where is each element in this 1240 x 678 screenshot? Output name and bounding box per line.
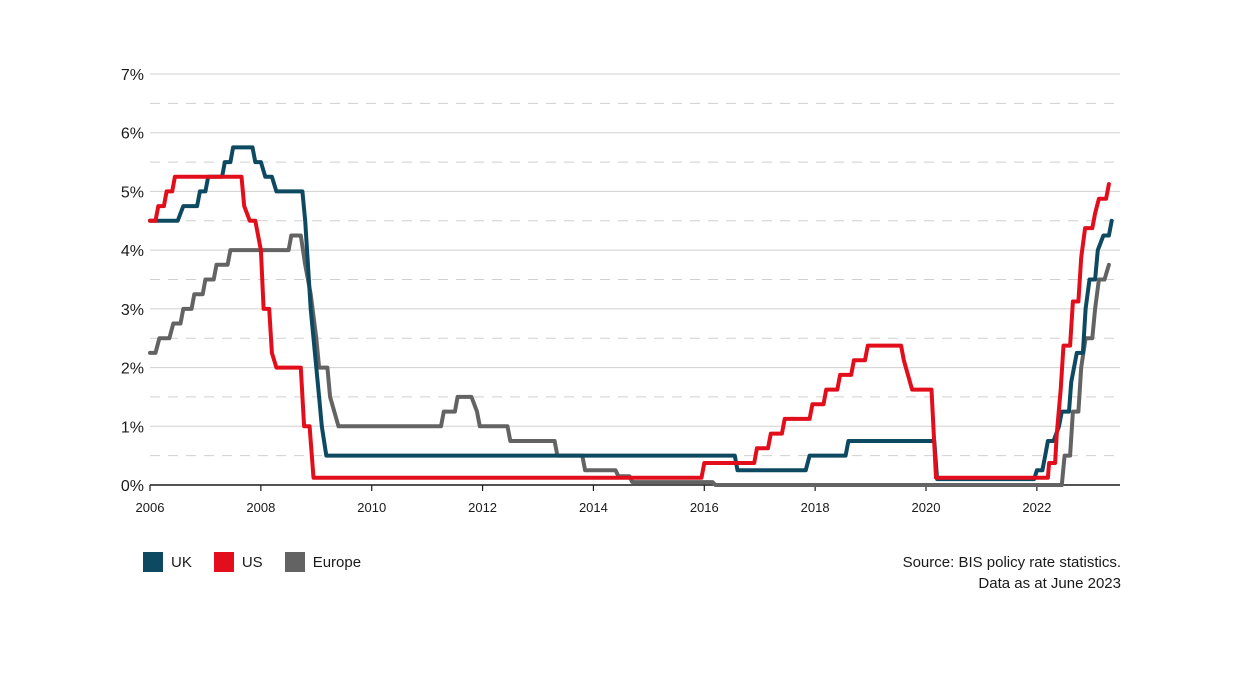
y-tick-label: 0%: [121, 478, 144, 495]
x-tick-label: 2008: [246, 500, 275, 515]
x-tick-label: 2022: [1022, 500, 1051, 515]
legend-label-europe: Europe: [312, 553, 362, 571]
legend: UK US Europe: [143, 552, 383, 572]
x-tick-label: 2006: [136, 500, 165, 515]
series-line-uk: [148, 145, 1114, 482]
y-tick-label: 6%: [121, 126, 144, 143]
x-tick-labels: 2006 2008 2010 2012 2014 2016 2018 2020 2022: [136, 485, 1051, 515]
y-tick-label: 1%: [121, 419, 144, 436]
y-tick-label: 4%: [121, 243, 144, 260]
x-tick-label: 2020: [912, 500, 941, 515]
legend-swatch-europe: [284, 552, 305, 572]
series-line-europe: [148, 233, 1111, 487]
y-tick-label: 3%: [121, 302, 144, 319]
legend-item-us: US: [213, 552, 263, 572]
legend-item-europe: Europe: [284, 552, 362, 572]
policy-rate-chart: 0% 1% 2% 3% 4% 5% 6% 7% 2006 2008 2010 2012 2014 201…: [121, 67, 1120, 515]
y-tick-label: 7%: [121, 67, 144, 84]
y-tick-label: 2%: [121, 361, 144, 378]
series-line-us: [148, 174, 1111, 480]
legend-swatch-us: [213, 552, 234, 572]
source-note: Source: BIS policy rate statistics. Data…: [903, 552, 1121, 594]
series-lines: [148, 145, 1114, 487]
x-tick-label: 2018: [801, 500, 830, 515]
x-tick-label: 2016: [690, 500, 719, 515]
legend-label-us: US: [241, 553, 263, 571]
x-tick-label: 2012: [468, 500, 497, 515]
legend-swatch-uk: [143, 552, 163, 572]
legend-item-uk: UK: [143, 552, 192, 572]
gridlines: [150, 73, 1120, 486]
y-tick-labels: 0% 1% 2% 3% 4% 5% 6% 7%: [121, 67, 144, 495]
legend-label-uk: UK: [171, 553, 192, 571]
x-tick-label: 2010: [357, 500, 386, 515]
source-line: Source: BIS policy rate statistics.: [902, 554, 1121, 571]
x-tick-label: 2014: [579, 500, 608, 515]
data-date-line: Data as at June 2023: [978, 575, 1121, 592]
y-tick-label: 5%: [121, 184, 144, 201]
